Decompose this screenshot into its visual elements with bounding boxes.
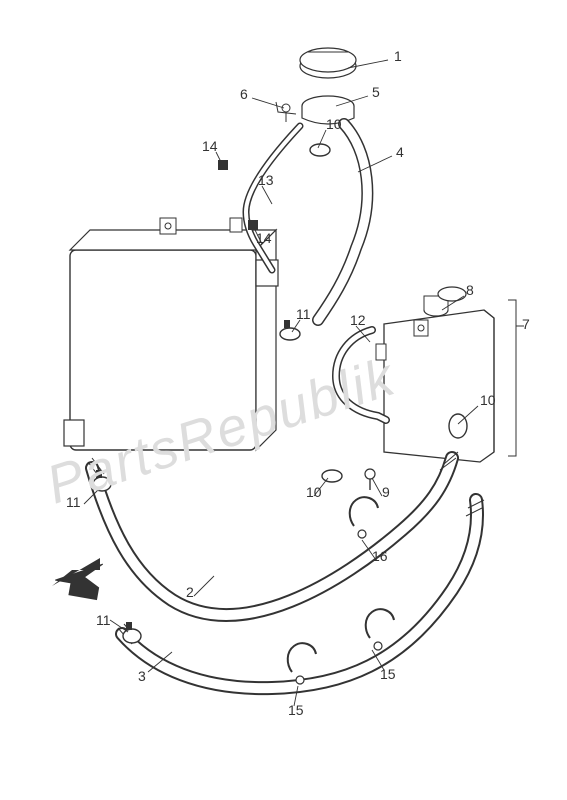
callout-16: 16 (372, 548, 388, 564)
callout-15b: 15 (288, 702, 304, 718)
parts-diagram: PartsRepublik 1 5 6 4 10 13 14 14 11 12 … (0, 0, 567, 800)
callout-5: 5 (372, 84, 380, 100)
tank-cap-8 (438, 287, 466, 301)
callout-15a: 15 (380, 666, 396, 682)
direction-arrow (52, 556, 103, 599)
radiator-cap (300, 48, 356, 78)
callout-3: 3 (138, 668, 146, 684)
callout-10a: 10 (326, 116, 342, 132)
callout-11c: 11 (96, 612, 111, 628)
callout-6: 6 (240, 86, 248, 102)
callout-13: 13 (258, 172, 274, 188)
callout-7: 7 (522, 316, 530, 332)
callout-11a: 11 (296, 306, 311, 322)
reservoir-tank (376, 287, 494, 462)
clamp-14b (248, 220, 258, 230)
callout-14b: 14 (256, 230, 272, 246)
callout-11b: 11 (66, 494, 81, 510)
clamp-14a (218, 160, 228, 170)
callout-9: 9 (382, 484, 390, 500)
callout-10b: 10 (306, 484, 322, 500)
callout-12: 12 (350, 312, 366, 328)
callout-10c: 10 (480, 392, 496, 408)
clip-15b (366, 609, 394, 650)
callout-4: 4 (396, 144, 404, 160)
callout-2: 2 (186, 584, 194, 600)
callout-14a: 14 (202, 138, 218, 154)
callout-8: 8 (466, 282, 474, 298)
clip-16 (350, 497, 378, 538)
radiator (64, 218, 278, 450)
clamp-10c (449, 414, 467, 438)
clamp-10a (310, 144, 330, 156)
clamp-11c (123, 622, 141, 643)
bolt-9 (365, 469, 375, 490)
callout-1: 1 (394, 48, 402, 64)
clamp-10b (322, 470, 342, 482)
hose-2-inner (92, 458, 452, 615)
clamp-11a (280, 320, 300, 340)
hose-2-hatch (88, 452, 458, 478)
